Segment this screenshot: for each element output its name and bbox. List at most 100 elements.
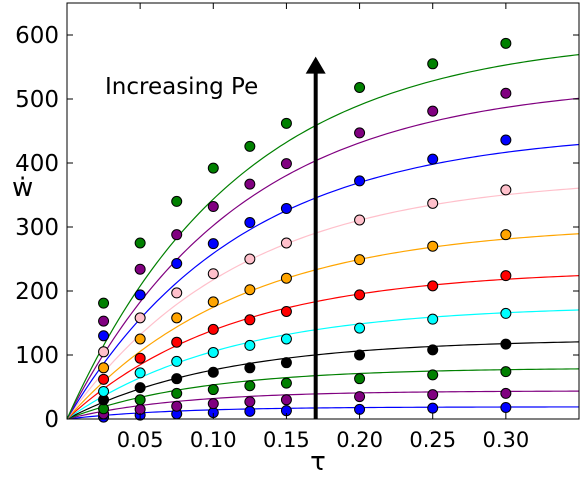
data-point-s5-4 xyxy=(207,346,219,358)
data-point-s4-2 xyxy=(134,382,146,394)
data-points xyxy=(98,37,512,423)
data-point-s10-8 xyxy=(427,105,439,117)
data-point-s10-2 xyxy=(134,263,146,275)
data-point-s6-5 xyxy=(244,314,256,326)
data-point-s11-6 xyxy=(280,117,292,129)
data-point-s7-5 xyxy=(244,284,256,296)
data-point-s7-6 xyxy=(280,272,292,284)
data-point-s9-2 xyxy=(134,289,146,301)
data-point-s4-3 xyxy=(171,373,183,385)
arrow-head xyxy=(305,56,326,74)
y-tick-label: 400 xyxy=(15,151,59,177)
data-point-s7-1 xyxy=(98,362,110,374)
data-point-s2-6 xyxy=(280,394,292,406)
data-point-s11-4 xyxy=(207,162,219,174)
data-point-s8-2 xyxy=(134,312,146,324)
data-point-s11-3 xyxy=(171,195,183,207)
data-point-s7-2 xyxy=(134,333,146,345)
data-point-s10-3 xyxy=(171,229,183,241)
data-point-s5-1 xyxy=(98,385,110,397)
data-point-s4-7 xyxy=(354,349,366,361)
data-point-s7-9 xyxy=(500,229,512,241)
data-point-s4-6 xyxy=(280,357,292,369)
data-point-s6-7 xyxy=(354,289,366,301)
data-point-s3-7 xyxy=(354,373,366,385)
data-point-s7-4 xyxy=(207,296,219,308)
data-point-s7-3 xyxy=(171,312,183,324)
fit-curve-1 xyxy=(66,406,579,420)
data-point-s10-7 xyxy=(354,127,366,139)
y-tick-label: 200 xyxy=(15,279,59,305)
fit-curve-9 xyxy=(66,143,580,420)
data-point-s1-9 xyxy=(500,401,512,413)
data-point-s4-5 xyxy=(244,362,256,374)
data-point-s9-3 xyxy=(171,257,183,269)
y-axis-label: ẇ xyxy=(12,173,33,203)
data-point-s5-9 xyxy=(500,307,512,319)
data-point-s6-8 xyxy=(427,280,439,292)
data-point-s5-5 xyxy=(244,339,256,351)
fit-curve-11 xyxy=(66,54,580,420)
data-point-s11-8 xyxy=(427,58,439,70)
data-point-s6-9 xyxy=(500,270,512,282)
data-point-s1-7 xyxy=(354,403,366,415)
y-tick-label: 600 xyxy=(15,23,59,49)
data-point-s10-9 xyxy=(500,87,512,99)
fit-curve-3 xyxy=(66,368,580,420)
axis-ticks: 0.05 0.10 0.15 0.20 0.25 0.30 0 100 200 300 400 500… xyxy=(15,3,579,452)
data-point-s11-9 xyxy=(500,37,512,49)
data-point-s11-2 xyxy=(134,237,146,249)
data-point-s8-6 xyxy=(280,237,292,249)
x-tick-label: 0.25 xyxy=(409,428,456,452)
data-point-s5-2 xyxy=(134,367,146,379)
x-axis-label: τ xyxy=(310,447,326,475)
data-point-s10-1 xyxy=(98,315,110,327)
data-point-s3-8 xyxy=(427,369,439,381)
fit-curve-4 xyxy=(66,341,580,420)
data-point-s8-9 xyxy=(500,184,512,196)
y-tick-label: 500 xyxy=(15,87,59,113)
data-point-s2-2 xyxy=(134,403,146,415)
data-point-s5-3 xyxy=(171,355,183,367)
x-tick-label: 0.05 xyxy=(117,428,164,452)
data-point-s3-9 xyxy=(500,366,512,378)
data-point-s9-7 xyxy=(354,175,366,187)
data-point-s8-5 xyxy=(244,253,256,265)
annotation-arrow xyxy=(305,56,326,419)
data-point-s11-5 xyxy=(244,140,256,152)
data-point-s2-4 xyxy=(207,398,219,410)
y-tick-label: 100 xyxy=(15,343,59,369)
fit-curve-7 xyxy=(66,233,580,420)
data-point-s9-5 xyxy=(244,217,256,229)
data-point-s1-8 xyxy=(427,402,439,414)
data-point-s2-8 xyxy=(427,389,439,401)
fit-curve-10 xyxy=(66,97,580,420)
data-point-s5-6 xyxy=(280,333,292,345)
x-tick-label: 0.30 xyxy=(482,428,529,452)
data-point-s4-9 xyxy=(500,338,512,350)
data-point-s10-5 xyxy=(244,178,256,190)
data-point-s6-6 xyxy=(280,305,292,317)
annotation-label: Increasing Pe xyxy=(105,74,258,100)
y-tick-label: 0 xyxy=(44,407,59,433)
data-point-s8-8 xyxy=(427,197,439,209)
data-point-s9-9 xyxy=(500,134,512,146)
data-point-s3-2 xyxy=(134,394,146,406)
fit-curve-8 xyxy=(66,187,580,420)
data-point-s8-1 xyxy=(98,346,110,358)
data-point-s9-1 xyxy=(98,330,110,342)
data-point-s11-1 xyxy=(98,297,110,309)
data-point-s7-7 xyxy=(354,254,366,266)
data-point-s5-8 xyxy=(427,313,439,325)
data-point-s6-3 xyxy=(171,336,183,348)
plot-frame xyxy=(66,2,580,420)
data-point-s10-6 xyxy=(280,158,292,170)
data-point-s3-5 xyxy=(244,380,256,392)
data-point-s9-6 xyxy=(280,202,292,214)
x-tick-label: 0.10 xyxy=(190,428,237,452)
data-point-s9-4 xyxy=(207,238,219,250)
data-point-s8-4 xyxy=(207,268,219,280)
data-point-s2-9 xyxy=(500,387,512,399)
data-point-s8-3 xyxy=(171,287,183,299)
